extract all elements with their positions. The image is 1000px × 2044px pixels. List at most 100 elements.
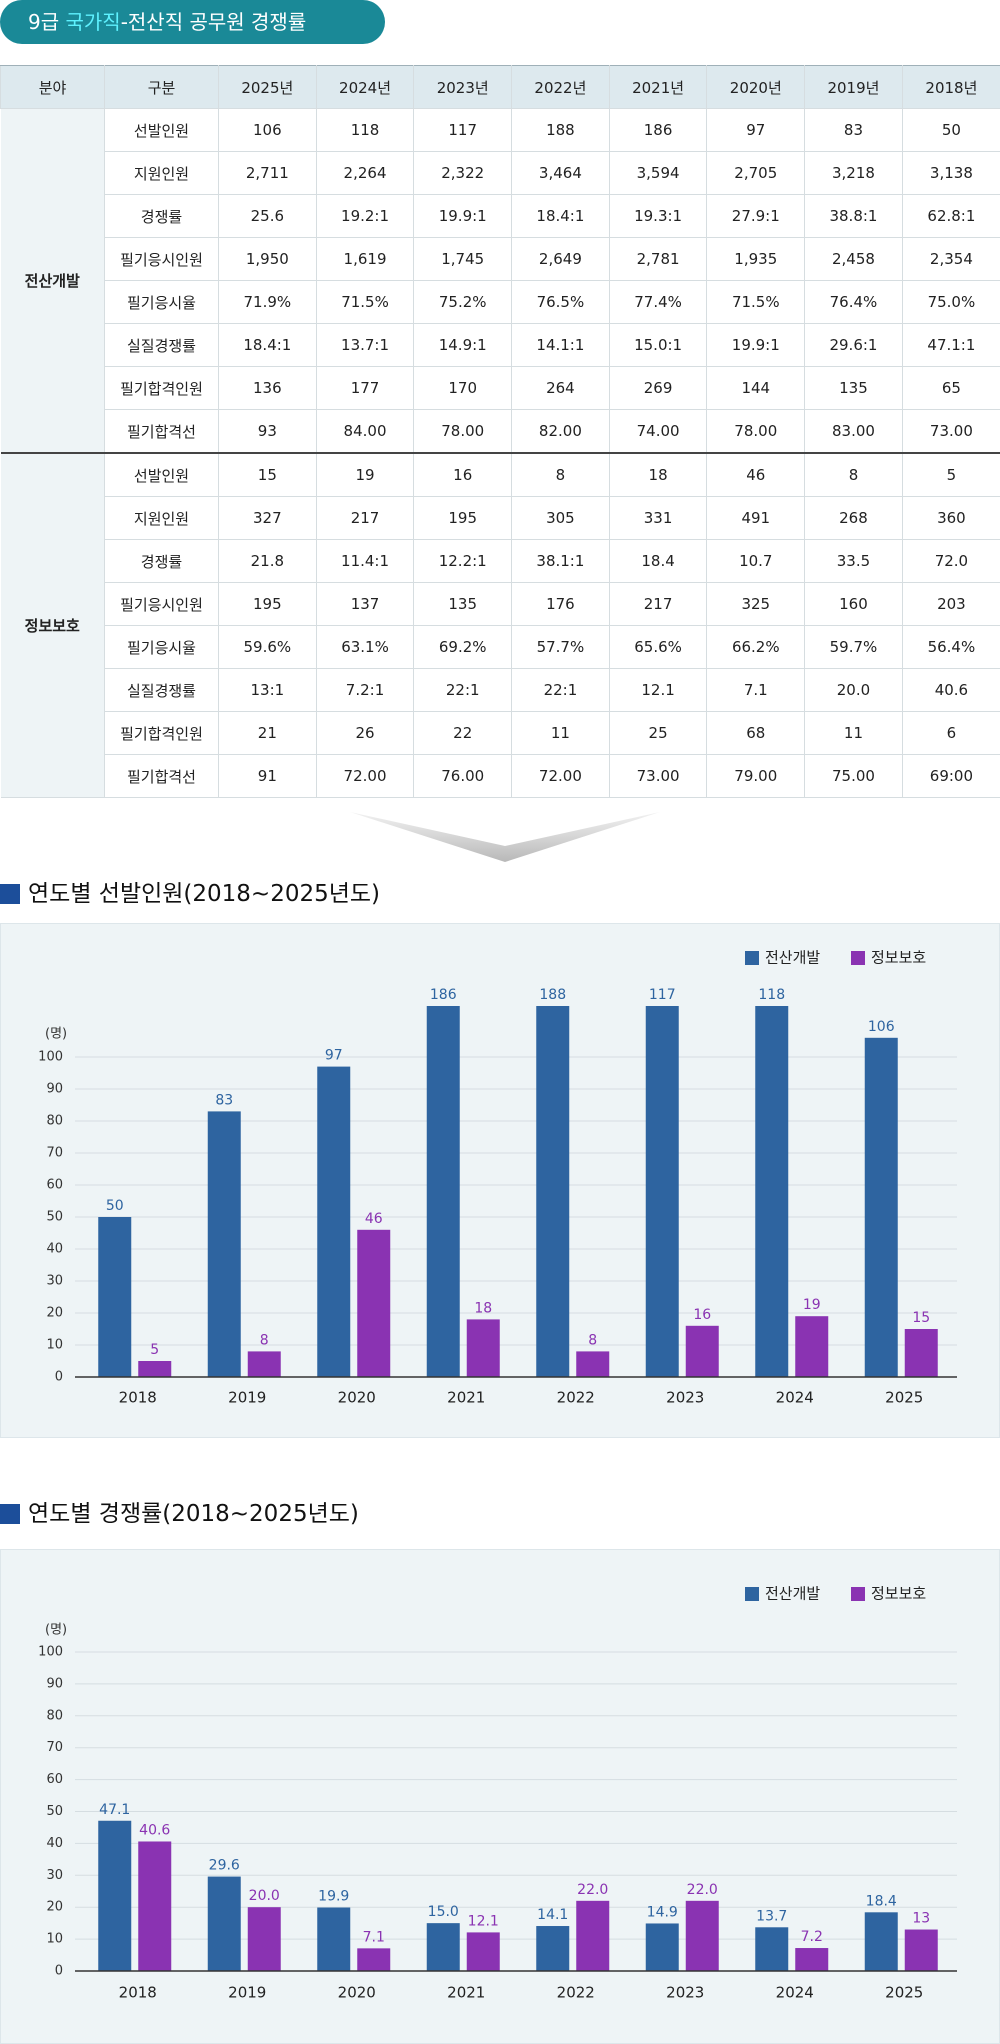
table-cell: 78.00: [413, 409, 513, 454]
y-tick-label: 50: [46, 1804, 63, 1819]
table-cell: 7.1: [706, 668, 806, 712]
table-cell: 144: [706, 366, 806, 410]
row-label: 필기합격선: [104, 409, 219, 454]
value-label: 50: [106, 1198, 124, 1214]
row-label: 필기응시인원: [104, 582, 219, 626]
table-row: 필기응시인원 195 137 135 176 217 325 160 203: [1, 582, 1000, 626]
bar: [576, 1900, 610, 1971]
value-label: 19.9: [318, 1889, 349, 1905]
bar: [795, 1316, 829, 1377]
value-label: 13: [912, 1911, 930, 1927]
bar: [138, 1361, 172, 1377]
table-cell: 19: [315, 452, 415, 497]
row-label: 필기응시율: [104, 625, 219, 669]
table-cell: 2,705: [706, 151, 806, 195]
table-cell: 2,711: [218, 151, 317, 195]
bar: [317, 1907, 351, 1971]
row-label: 필기합격선: [104, 754, 219, 798]
value-label: 20.0: [249, 1888, 280, 1904]
table-cell: 76.00: [413, 754, 513, 798]
table-cell: 71.5%: [706, 280, 806, 324]
table-row: 필기응시인원 1,950 1,619 1,745 2,649 2,781 1,935 2,45…: [1, 237, 1000, 281]
table-cell: 3,218: [804, 151, 903, 195]
value-label: 7.1: [363, 1929, 385, 1945]
x-tick-label: 2020: [338, 1389, 376, 1407]
table-row: 필기응시율 71.9% 71.5% 75.2% 76.5% 77.4% 71.5% 76.4%…: [1, 280, 1000, 324]
table-cell: 72.00: [511, 754, 610, 798]
table-row: 필기합격인원 21 26 22 11 25 68 11 6: [1, 711, 1000, 755]
table-cell: 2,649: [511, 237, 610, 281]
x-tick-label: 2022: [557, 1389, 595, 1407]
y-tick-label: 70: [46, 1740, 63, 1755]
table-cell: 170: [413, 366, 513, 410]
table-cell: 8: [511, 452, 610, 497]
table-cell: 56.4%: [901, 625, 1000, 669]
table-cell: 13:1: [218, 668, 317, 712]
x-tick-label: 2023: [666, 1984, 704, 2002]
table-cell: 73.00: [608, 754, 708, 798]
value-label: 117: [649, 987, 676, 1003]
y-tick-label: 10: [46, 1338, 63, 1353]
row-label: 지원인원: [104, 151, 219, 195]
table-cell: 8: [804, 452, 903, 497]
y-unit: (명): [45, 1623, 67, 1638]
table-cell: 305: [511, 496, 610, 540]
legend-label: 전산개발: [765, 949, 820, 967]
value-label: 15: [912, 1310, 930, 1326]
table-cell: 2,781: [608, 237, 708, 281]
table-cell: 188: [511, 108, 610, 152]
table-cell: 79.00: [706, 754, 806, 798]
bar: [576, 1351, 610, 1377]
table-cell: 13.7:1: [315, 323, 415, 367]
bar: [645, 1923, 679, 1971]
value-label: 118: [758, 987, 785, 1003]
row-label: 필기응시인원: [104, 237, 219, 281]
x-tick-label: 2021: [447, 1389, 485, 1407]
bar: [98, 1217, 132, 1377]
y-tick-label: 40: [46, 1242, 63, 1257]
header-cell: 2019년: [804, 65, 903, 109]
legend-label: 전산개발: [765, 1585, 820, 1603]
table-cell: 65: [901, 366, 1000, 410]
x-tick-label: 2021: [447, 1984, 485, 2002]
table-cell: 73.00: [901, 409, 1000, 454]
table-cell: 22: [413, 711, 513, 755]
table-cell: 14.1:1: [511, 323, 610, 367]
y-tick-label: 80: [46, 1708, 63, 1723]
table-cell: 21.8: [218, 539, 317, 583]
table-cell: 22:1: [511, 668, 610, 712]
table-cell: 19.3:1: [608, 194, 708, 238]
chart-box: (명) 0 10 20 30 40 50 60 70 80 90 100 2018 47.1 40.6 201…: [0, 1549, 1000, 2044]
table-cell: 19.9:1: [413, 194, 513, 238]
bar: [317, 1066, 351, 1377]
value-label: 29.6: [209, 1858, 240, 1874]
table-cell: 82.00: [511, 409, 610, 454]
table-cell: 62.8:1: [901, 194, 1000, 238]
title-highlight: 국가직: [65, 10, 121, 34]
bar: [98, 1820, 132, 1971]
table-cell: 76.4%: [804, 280, 903, 324]
table-cell: 331: [608, 496, 708, 540]
bar: [357, 1948, 391, 1971]
table-row: 필기합격인원 136 177 170 264 269 144 135 65: [1, 366, 1000, 410]
y-tick-label: 60: [46, 1178, 63, 1193]
value-label: 22.0: [687, 1882, 718, 1898]
table-cell: 83: [804, 108, 903, 152]
table-cell: 65.6%: [608, 625, 708, 669]
table-cell: 11: [511, 711, 610, 755]
value-label: 47.1: [99, 1802, 130, 1818]
y-tick-label: 10: [46, 1932, 63, 1947]
table-cell: 40.6: [901, 668, 1000, 712]
row-label: 경쟁률: [104, 539, 219, 583]
table-cell: 2,322: [413, 151, 513, 195]
y-tick-label: 40: [46, 1836, 63, 1851]
bar: [247, 1907, 281, 1971]
table-cell: 5: [901, 452, 1000, 497]
table-cell: 93: [218, 409, 317, 454]
title-part: 9급: [28, 10, 66, 34]
value-label: 15.0: [428, 1904, 459, 1920]
table-cell: 47.1:1: [901, 323, 1000, 367]
bar: [685, 1900, 719, 1971]
table-cell: 72.0: [901, 539, 1000, 583]
y-tick-label: 100: [38, 1645, 63, 1660]
